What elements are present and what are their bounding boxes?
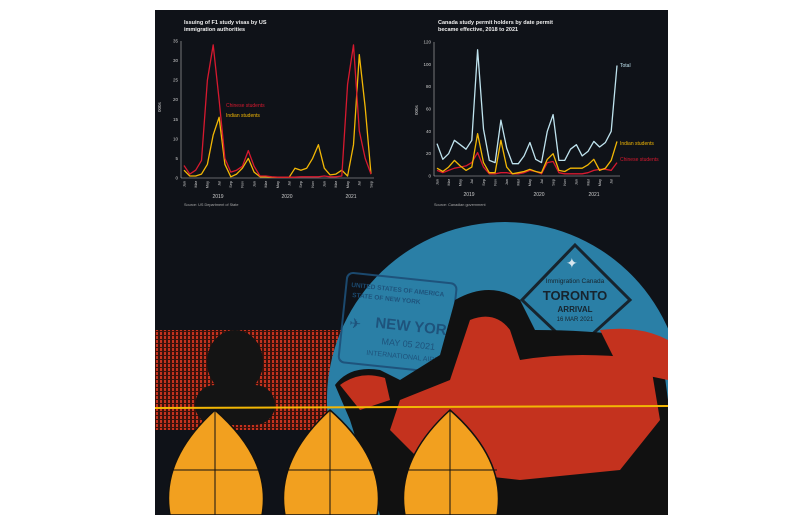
legend-total: Total [620, 63, 631, 69]
chart-title-line1: Issuing of F1 study visas by US [184, 20, 267, 26]
x-tick-label: Jul [358, 181, 362, 186]
series-line-indian-students [436, 132, 618, 175]
chart-title-line2: immigration authorities [184, 27, 245, 33]
legend-indian: Indian students [226, 113, 260, 119]
x-tick-label: May [276, 181, 280, 188]
x-tick-label: Jan [435, 179, 439, 185]
us-visa-chart: Issuing of F1 study visas by US immigrat… [157, 20, 374, 207]
x-tick-label: Jul [540, 179, 544, 184]
globes [167, 408, 500, 515]
year-label: 2021 [345, 194, 356, 200]
globe-3 [402, 408, 500, 515]
x-tick-label: Nov [563, 179, 567, 186]
x-tick-label: Sep [369, 181, 373, 188]
x-tick-label: Sep [299, 181, 303, 188]
x-tick-label: Nov [493, 179, 497, 186]
canada-stamp-type: ARRIVAL [558, 305, 593, 314]
y-tick-label: 120 [423, 40, 431, 45]
canada-permit-chart: Canada study permit holders by date perm… [414, 20, 659, 207]
x-tick-label: May [459, 179, 463, 186]
x-tick-label: Jan [575, 179, 579, 185]
x-tick-label: May [206, 181, 210, 188]
y-tick-label: 10 [173, 136, 179, 141]
artwork: UNITED STATES OF AMERICA STATE OF NEW YO… [155, 222, 668, 515]
y-tick-label: 40 [426, 129, 432, 134]
y-tick-label: 60 [426, 107, 432, 112]
y-tick-label: 30 [173, 58, 179, 63]
y-tick-label: 35 [173, 39, 179, 44]
y-tick-label: 20 [173, 97, 179, 102]
airplane-icon: ✈ [348, 315, 361, 332]
x-tick-label: Sep [482, 179, 486, 186]
canada-stamp-agency: Immigration Canada [546, 278, 605, 285]
series-line-total [436, 49, 618, 165]
canada-stamp-city: TORONTO [543, 288, 608, 303]
x-tick-label: Nov [311, 181, 315, 188]
chart-title-line2: became effective, 2018 to 2021 [438, 27, 518, 33]
x-tick-label: Sep [229, 181, 233, 188]
x-tick-label: Jul [217, 181, 221, 186]
x-tick-label: Mar [334, 180, 338, 187]
year-label: 2021 [588, 192, 599, 198]
source-note: Source: Canadian government [434, 203, 486, 207]
yellow-line [155, 405, 668, 409]
x-tick-label: Jul [609, 179, 613, 184]
y-tick-label: 0 [175, 176, 178, 181]
y-tick-label: 0 [428, 174, 431, 179]
canada-stamp-date: 16 MAR 2021 [557, 317, 594, 323]
legend-indian: Indian students [620, 141, 654, 147]
x-tick-label: Sep [551, 179, 555, 186]
x-tick-label: Mar [264, 180, 268, 187]
y-tick-label: 5 [175, 156, 178, 161]
source-note: Source: US Department of State [184, 203, 238, 207]
maple-leaf-icon: ✦ [566, 255, 578, 271]
globe-2 [282, 408, 380, 515]
year-label: 2020 [281, 194, 292, 200]
x-tick-label: Mar [586, 178, 590, 185]
chart-title-line1: Canada study permit holders by date perm… [438, 20, 553, 26]
x-tick-label: Jan [505, 179, 509, 185]
year-label: 2019 [212, 194, 223, 200]
x-tick-label: Nov [241, 181, 245, 188]
y-axis-label: 000s [414, 104, 419, 115]
x-tick-label: Jan [252, 181, 256, 187]
x-tick-label: Mar [194, 180, 198, 187]
legend-chinese: Chinese students [620, 157, 659, 163]
year-label: 2019 [463, 192, 474, 198]
x-tick-label: Jul [287, 181, 291, 186]
x-tick-label: Jan [323, 181, 327, 187]
y-tick-label: 20 [426, 151, 432, 156]
year-label: 2020 [533, 192, 544, 198]
series-line-chinese-students [436, 151, 618, 175]
canada-stamp: ✦ Immigration Canada TORONTO ARRIVAL 16 … [519, 242, 633, 353]
y-tick-label: 15 [173, 117, 179, 122]
x-tick-label: Mar [447, 178, 451, 185]
x-tick-label: May [528, 179, 532, 186]
x-tick-label: May [598, 179, 602, 186]
y-tick-label: 25 [173, 78, 179, 83]
series-line-chinese-students [183, 44, 372, 178]
y-tick-label: 80 [426, 84, 432, 89]
y-tick-label: 100 [423, 62, 431, 67]
x-tick-label: Mar [517, 178, 521, 185]
globe-1 [167, 408, 265, 515]
x-tick-label: Jan [182, 181, 186, 187]
x-tick-label: Jul [470, 179, 474, 184]
x-tick-label: May [346, 181, 350, 188]
y-axis-label: 000s [157, 101, 162, 112]
legend-chinese: Chinese students [226, 103, 265, 109]
